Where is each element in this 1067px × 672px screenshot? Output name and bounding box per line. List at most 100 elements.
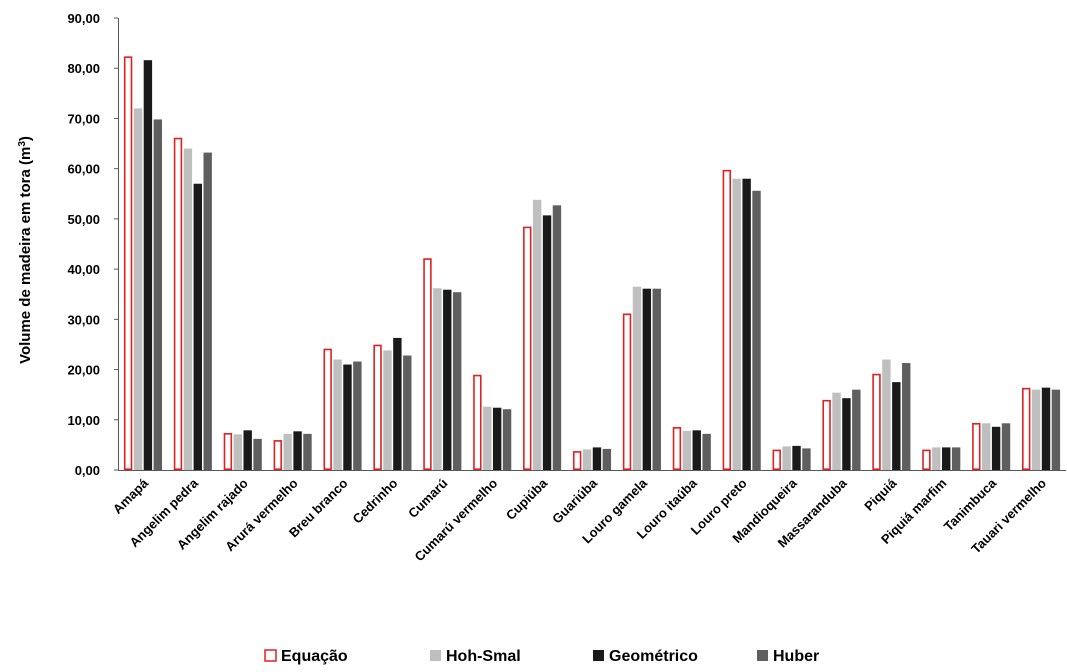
bar-hoh-smal xyxy=(932,447,941,470)
bar-huber xyxy=(902,363,911,470)
category-label: Guariúba xyxy=(549,475,601,527)
y-tick-label: 50,00 xyxy=(67,212,100,227)
bar-hoh-smal xyxy=(982,423,991,470)
bars xyxy=(123,56,1061,471)
y-axis-ticks: 0,00 10,00 20,00 30,00 40,00 50,00 60,00 70,00 8… xyxy=(67,11,118,478)
bar-geom-trico xyxy=(243,430,252,470)
bar-geom-trico xyxy=(343,364,352,470)
y-tick-label: 40,00 xyxy=(67,262,100,277)
bar-equa-o xyxy=(423,258,432,471)
bar-huber xyxy=(353,361,362,470)
bar-equa-o xyxy=(1022,387,1031,471)
y-tick-label: 30,00 xyxy=(67,312,100,327)
y-tick-label: 70,00 xyxy=(67,111,100,126)
bar-equa-o xyxy=(972,422,981,471)
category-label: Amapá xyxy=(110,475,152,517)
bar-huber xyxy=(852,389,861,470)
bar-hoh-smal xyxy=(732,178,741,470)
bar-equa-o xyxy=(373,344,382,470)
bar-hoh-smal xyxy=(483,406,492,470)
bar-equa-o xyxy=(323,348,332,471)
bar-equa-o xyxy=(622,313,632,470)
bar-hoh-smal xyxy=(632,286,642,470)
bar-huber xyxy=(752,190,761,470)
bar-geom-trico xyxy=(742,178,751,470)
bar-equa-o xyxy=(223,433,233,470)
bar-hoh-smal xyxy=(383,350,392,470)
bar-equa-o xyxy=(772,449,781,470)
category-label: Piquiá xyxy=(861,475,900,514)
bar-huber xyxy=(303,433,312,470)
legend-label: Equação xyxy=(281,648,348,665)
bar-equa-o xyxy=(273,440,282,471)
bar-huber xyxy=(702,433,711,470)
legend-label: Geométrico xyxy=(609,648,698,665)
bar-hoh-smal xyxy=(183,148,193,471)
bar-equa-o xyxy=(572,451,582,471)
bar-huber xyxy=(502,409,512,470)
bar-huber xyxy=(552,205,562,470)
legend-label: Huber xyxy=(773,648,819,665)
bar-huber xyxy=(253,438,262,470)
bar-equa-o xyxy=(822,399,831,470)
legend-swatch xyxy=(757,650,768,661)
bar-equa-o xyxy=(922,449,931,470)
bar-equa-o xyxy=(173,137,183,470)
bar-geom-trico xyxy=(692,430,701,470)
bar-equa-o xyxy=(672,427,682,470)
bar-huber xyxy=(951,447,961,470)
bar-equa-o xyxy=(872,373,881,471)
bar-equa-o xyxy=(123,56,133,471)
y-tick-label: 20,00 xyxy=(67,363,100,378)
bar-equa-o xyxy=(722,169,732,470)
bar-hoh-smal xyxy=(832,392,841,470)
bar-hoh-smal xyxy=(233,434,242,470)
legend-swatch xyxy=(264,649,277,662)
bar-geom-trico xyxy=(542,215,552,470)
bar-hoh-smal xyxy=(532,199,542,470)
bar-hoh-smal xyxy=(133,108,143,471)
bar-huber xyxy=(153,119,162,471)
bar-geom-trico xyxy=(892,382,901,470)
category-label: Cumarú vermelho xyxy=(412,475,501,564)
category-label: Cumarú xyxy=(405,475,450,520)
y-tick-label: 90,00 xyxy=(67,11,100,26)
bar-hoh-smal xyxy=(782,446,791,470)
bar-geom-trico xyxy=(193,183,202,470)
category-label: Cupiúba xyxy=(503,475,551,523)
bar-geom-trico xyxy=(393,337,402,470)
bar-geom-trico xyxy=(1041,387,1051,470)
bar-hoh-smal xyxy=(582,449,592,470)
bar-huber xyxy=(1051,389,1061,470)
bar-equa-o xyxy=(473,374,482,470)
bar-huber xyxy=(452,292,462,470)
bar-geom-trico xyxy=(842,398,851,470)
bar-geom-trico xyxy=(492,407,502,470)
legend-swatch xyxy=(430,650,441,661)
bar-hoh-smal xyxy=(682,430,692,470)
bar-geom-trico xyxy=(942,447,951,470)
bar-geom-trico xyxy=(143,60,153,470)
bar-equa-o xyxy=(523,226,532,470)
y-axis-label: Volume de madeira em tora (m3) xyxy=(17,136,35,364)
bar-geom-trico xyxy=(642,288,652,470)
bar-geom-trico xyxy=(443,289,452,470)
y-tick-label: 0,00 xyxy=(75,463,100,478)
bar-geom-trico xyxy=(592,447,602,470)
bar-huber xyxy=(403,355,412,470)
bar-huber xyxy=(652,288,661,470)
bar-huber xyxy=(1001,423,1011,470)
legend-label: Hoh-Smal xyxy=(446,648,521,665)
category-label: Cedrinho xyxy=(350,475,401,526)
bar-geom-trico xyxy=(792,445,801,470)
legend-swatch xyxy=(593,650,604,661)
bar-hoh-smal xyxy=(283,433,292,470)
bar-geom-trico xyxy=(293,431,302,470)
bar-hoh-smal xyxy=(1031,389,1041,470)
bar-hoh-smal xyxy=(333,359,342,470)
bar-huber xyxy=(203,152,212,470)
bar-hoh-smal xyxy=(882,359,891,470)
y-tick-label: 80,00 xyxy=(67,61,100,76)
